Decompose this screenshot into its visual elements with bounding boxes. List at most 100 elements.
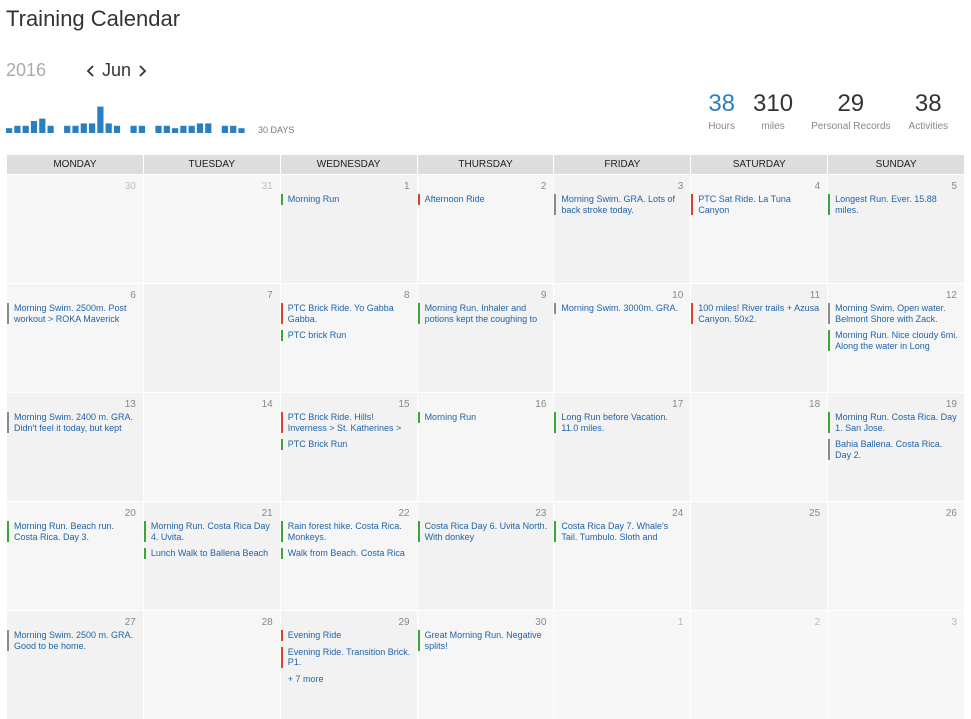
weekday-header: SATURDAY — [691, 155, 828, 174]
activity-bar — [196, 123, 204, 133]
event[interactable]: Afternoon Ride — [417, 194, 548, 205]
event[interactable]: Costa Rica Day 6. Uvita North. With donk… — [417, 521, 548, 542]
stat: 310 miles — [744, 90, 802, 132]
day-number: 8 — [404, 290, 410, 301]
event-list: Morning Swim. 2400 m. GRA. Didn't feel i… — [7, 412, 137, 439]
day-cell: 9 Morning Run. Inhaler and potions kept t… — [417, 284, 554, 392]
event[interactable]: Morning Swim. 2500 m. GRA. Good to be ho… — [7, 630, 137, 651]
day-cell: 6 Morning Swim. 2500m. Post workout > ROK… — [7, 284, 143, 392]
event[interactable]: Longest Run. Ever. 15.88 miles. — [828, 194, 958, 215]
stat: 29 Personal Records — [802, 90, 899, 132]
event[interactable]: Morning Run — [417, 412, 548, 423]
activity-bar — [221, 125, 228, 133]
event[interactable]: PTC Sat Ride. La Tuna Canyon — [691, 194, 821, 215]
calendar: MONDAY TUESDAY WEDNESDAY THURSDAY FRIDAY SATU… — [7, 155, 964, 719]
day-cell: 24 Costa Rica Day 7. Whale's Tail. Tumbul… — [554, 502, 691, 610]
event[interactable]: Great Morning Run. Negative splits! — [417, 630, 548, 651]
day-cell: 25 — [691, 502, 828, 610]
stat-value: 310 — [753, 90, 794, 117]
day-number: 31 — [261, 181, 273, 192]
activity-bar — [163, 125, 170, 133]
weekday-header: TUESDAY — [143, 155, 280, 174]
day-cell: 8 PTC Brick Ride. Yo Gabba Gabba. PTC bric… — [280, 284, 417, 392]
event[interactable]: Morning Run — [280, 194, 411, 205]
stat-value: 38 — [914, 90, 942, 117]
day-number: 21 — [261, 508, 273, 519]
activity-bar — [113, 125, 121, 133]
activity-bar — [30, 121, 38, 133]
event[interactable]: Morning Swim. 3000m. GRA. — [554, 303, 684, 314]
event[interactable]: Morning Run. Costa Rica Day 4. Uvita. — [143, 521, 274, 542]
event-list: Great Morning Run. Negative splits! — [417, 630, 548, 657]
day-cell: 14 — [143, 393, 280, 501]
stat-label: Activities — [908, 121, 948, 132]
day-number: 25 — [809, 508, 821, 519]
next-month[interactable] — [137, 64, 147, 78]
more-link[interactable]: + 7 more — [287, 673, 324, 684]
event-list: Morning Swim. 2500 m. GRA. Good to be ho… — [7, 630, 137, 657]
event[interactable]: Morning Run. Nice cloudy 6mi. Along the … — [828, 330, 958, 351]
event-list: Afternoon Ride — [417, 194, 548, 211]
activity-bar — [97, 106, 104, 133]
month-nav: Jun — [86, 60, 147, 81]
day-cell: 23 Costa Rica Day 6. Uvita North. With do… — [417, 502, 554, 610]
event-list: Costa Rica Day 6. Uvita North. With donk… — [417, 521, 548, 548]
event[interactable]: Morning Run. Costa Rica. Day 1. San Jose… — [828, 412, 958, 433]
event[interactable]: 100 miles! River trails + Azusa Canyon. … — [691, 303, 821, 324]
event[interactable]: Morning Swim. 2500m. Post workout > ROKA… — [7, 303, 137, 324]
event[interactable]: Rain forest hike. Costa Rica. Monkeys. — [280, 521, 411, 542]
stat: 38 Hours — [699, 90, 744, 132]
day-number: 22 — [398, 508, 410, 519]
day-number: 15 — [398, 399, 410, 410]
event[interactable]: Lunch Walk to Ballena Beach — [143, 548, 274, 559]
stat: 38 Activities — [900, 90, 957, 132]
event[interactable]: PTC Brick Ride. Yo Gabba Gabba. — [280, 303, 411, 324]
day-cell: 17 Long Run before Vacation. 11.0 miles. — [554, 393, 691, 501]
day-cell: 30 — [7, 175, 143, 283]
event-list: Morning Swim. Open water. Belmont Shore … — [828, 303, 958, 357]
prev-month[interactable] — [86, 64, 96, 78]
event[interactable]: Morning Swim. 2400 m. GRA. Didn't feel i… — [7, 412, 137, 433]
day-cell: 7 — [143, 284, 280, 392]
activity-bar — [188, 125, 195, 133]
event[interactable]: Evening Ride. Transition Brick. P1. — [280, 646, 411, 668]
event[interactable]: Morning Run. Beach run. Costa Rica. Day … — [7, 521, 137, 542]
event-list: Long Run before Vacation. 11.0 miles. — [554, 412, 684, 439]
day-cell: 5 Longest Run. Ever. 15.88 miles. — [828, 175, 964, 283]
event-list: Morning Run — [417, 412, 548, 429]
day-cell: 1 Morning Run — [280, 175, 417, 283]
day-number: 4 — [814, 181, 821, 192]
day-cell: 26 — [828, 502, 964, 610]
day-number: 28 — [261, 617, 273, 628]
weekday-header: FRIDAY — [554, 155, 691, 174]
activity-bar — [6, 128, 13, 133]
event[interactable]: Morning Swim. GRA. Lots of back stroke t… — [554, 194, 684, 215]
day-cell: 11 100 miles! River trails + Azusa Canyon… — [691, 284, 828, 392]
day-number: 29 — [398, 617, 410, 628]
event-list: Costa Rica Day 7. Whale's Tail. Tumbulo.… — [554, 521, 684, 548]
event[interactable]: Morning Run. Inhaler and potions kept th… — [417, 303, 548, 324]
day-cell: 28 — [143, 611, 280, 719]
day-cell: 2 Afternoon Ride — [417, 175, 554, 283]
event-list: Morning Run. Inhaler and potions kept th… — [417, 303, 548, 330]
page-title: Training Calendar — [6, 6, 181, 31]
event[interactable]: Bahia Ballena. Costa Rica. Day 2. — [828, 439, 958, 460]
event[interactable]: Walk from Beach. Costa Rica — [280, 548, 411, 559]
event-list: Morning Swim. GRA. Lots of back stroke t… — [554, 194, 684, 221]
event-list: PTC Brick Ride. Hills! Inverness > St. K… — [280, 412, 411, 456]
event[interactable]: PTC brick Run — [280, 330, 411, 341]
day-number: 11 — [809, 290, 821, 301]
year: 2016 — [6, 60, 47, 80]
event[interactable]: Long Run before Vacation. 11.0 miles. — [554, 412, 684, 433]
day-number: 10 — [672, 290, 684, 301]
event[interactable]: PTC Brick Ride. Hills! Inverness > St. K… — [280, 412, 411, 433]
day-cell: 16 Morning Run — [417, 393, 554, 501]
event[interactable]: PTC Brick Run — [280, 439, 411, 450]
event[interactable]: Evening Ride — [280, 630, 411, 641]
activity-bar — [205, 123, 212, 133]
day-number: 12 — [945, 290, 957, 301]
activity-bar — [22, 125, 29, 133]
event[interactable]: Morning Swim. Open water. Belmont Shore … — [828, 303, 958, 324]
day-number: 2 — [814, 617, 821, 628]
event[interactable]: Costa Rica Day 7. Whale's Tail. Tumbulo.… — [554, 521, 684, 542]
